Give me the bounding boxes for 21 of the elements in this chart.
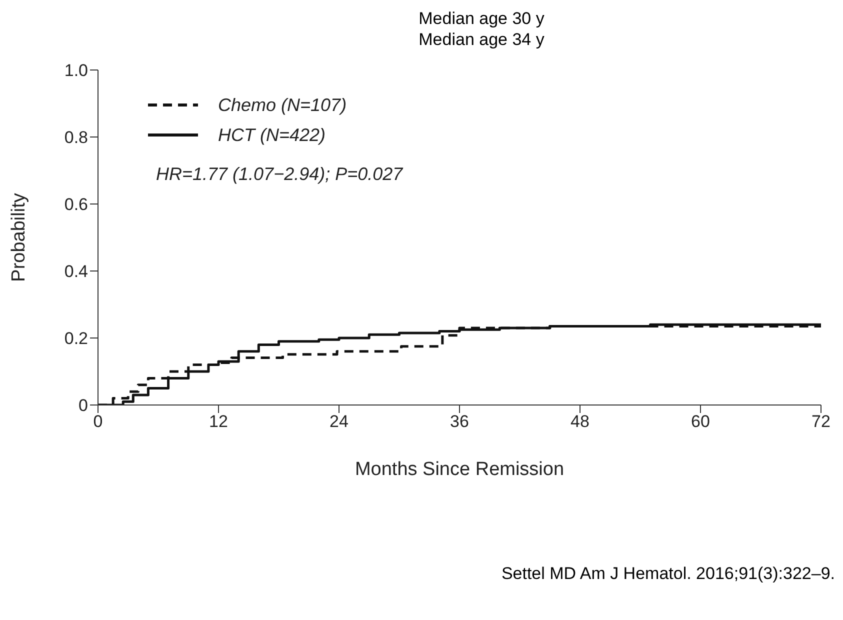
chart-title: Median age 30 y [418, 8, 546, 29]
annotation: HR=1.77 (1.07−2.94); P=0.027 [156, 164, 403, 185]
x-tick-label: 24 [330, 412, 348, 432]
chart-subtitle: Median age 34 y [418, 29, 546, 50]
y-axis-title: Probability [8, 192, 30, 282]
x-tick-label: 60 [691, 412, 710, 432]
x-tick-label: 48 [570, 412, 590, 432]
y-tick-label: 0.8 [64, 128, 88, 148]
x-tick-label: 12 [209, 412, 228, 432]
x-tick-label: 36 [450, 412, 469, 432]
x-tick-label: 72 [812, 412, 830, 432]
y-tick-label: 0.4 [64, 262, 88, 282]
x-tick-label: 0 [93, 412, 103, 432]
y-tick-label: 0 [78, 396, 88, 416]
legend-label: HCT (N=422) [218, 124, 326, 146]
legend-label: Chemo (N=107) [218, 94, 347, 116]
text: Settel MD Am J Hematol. 2016;91(3):322–9. [501, 564, 835, 584]
y-tick-label: 1.0 [64, 61, 88, 80]
x-axis-title: Months Since Remission [354, 459, 564, 480]
y-tick-label: 0.6 [64, 195, 88, 214]
y-tick-label: 0.2 [64, 329, 88, 348]
